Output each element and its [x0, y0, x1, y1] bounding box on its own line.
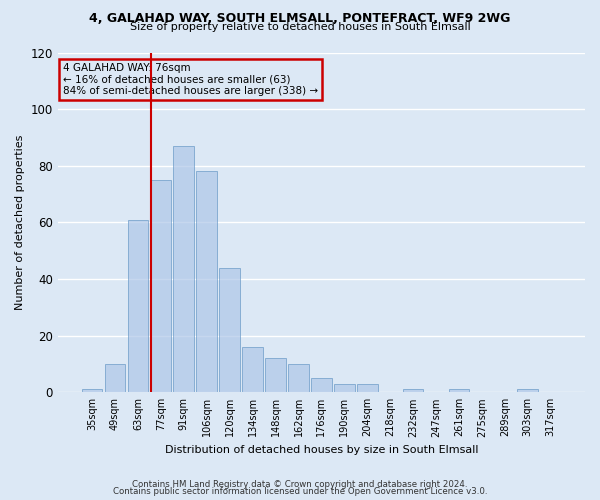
Bar: [311, 378, 332, 392]
Bar: [334, 384, 355, 392]
Bar: [82, 390, 103, 392]
Bar: [449, 390, 469, 392]
Y-axis label: Number of detached properties: Number of detached properties: [15, 134, 25, 310]
Bar: [288, 364, 309, 392]
Bar: [403, 390, 424, 392]
Bar: [104, 364, 125, 392]
Text: 4, GALAHAD WAY, SOUTH ELMSALL, PONTEFRACT, WF9 2WG: 4, GALAHAD WAY, SOUTH ELMSALL, PONTEFRAC…: [89, 12, 511, 26]
Title: 4, GALAHAD WAY, SOUTH ELMSALL, PONTEFRACT, WF9 2WG
Size of property relative to : 4, GALAHAD WAY, SOUTH ELMSALL, PONTEFRAC…: [0, 499, 1, 500]
Bar: [220, 268, 240, 392]
Bar: [517, 390, 538, 392]
Text: Size of property relative to detached houses in South Elmsall: Size of property relative to detached ho…: [130, 22, 470, 32]
Bar: [173, 146, 194, 392]
Bar: [242, 347, 263, 393]
Bar: [128, 220, 148, 392]
Bar: [196, 172, 217, 392]
Text: 4 GALAHAD WAY: 76sqm
← 16% of detached houses are smaller (63)
84% of semi-detac: 4 GALAHAD WAY: 76sqm ← 16% of detached h…: [63, 62, 318, 96]
Bar: [151, 180, 171, 392]
Text: Contains public sector information licensed under the Open Government Licence v3: Contains public sector information licen…: [113, 488, 487, 496]
Text: Contains HM Land Registry data © Crown copyright and database right 2024.: Contains HM Land Registry data © Crown c…: [132, 480, 468, 489]
Bar: [357, 384, 377, 392]
X-axis label: Distribution of detached houses by size in South Elmsall: Distribution of detached houses by size …: [164, 445, 478, 455]
Bar: [265, 358, 286, 392]
